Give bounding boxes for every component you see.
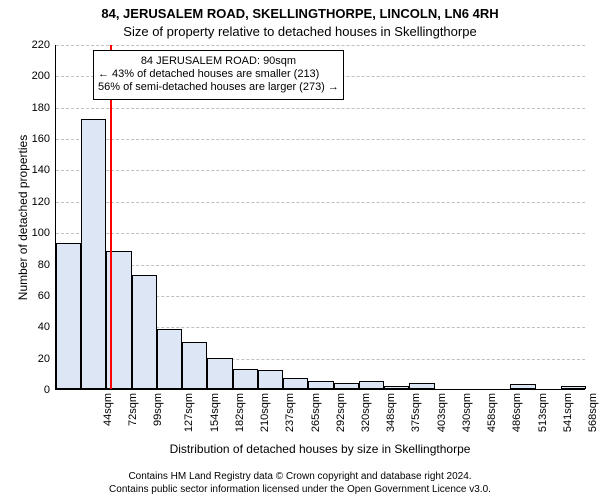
x-tick: 127sqm — [183, 393, 195, 432]
y-tick: 80 — [38, 259, 50, 271]
histogram-bar — [182, 342, 207, 389]
histogram-bar — [81, 119, 106, 389]
y-tick: 60 — [38, 290, 50, 302]
grid-line — [56, 202, 585, 203]
histogram-bar — [56, 243, 81, 389]
histogram-bar — [384, 386, 409, 389]
histogram-bar — [561, 386, 586, 389]
attribution-line-1: Contains HM Land Registry data © Crown c… — [0, 471, 600, 484]
y-tick: 180 — [32, 102, 50, 114]
histogram-bar — [233, 369, 258, 389]
y-tick: 220 — [32, 39, 50, 51]
y-tick: 0 — [44, 384, 50, 396]
y-axis-label: Number of detached properties — [16, 45, 30, 390]
x-tick: 72sqm — [127, 393, 139, 426]
y-tick: 200 — [32, 70, 50, 82]
y-tick: 100 — [32, 227, 50, 239]
histogram-bar — [359, 381, 384, 389]
x-tick: 541sqm — [562, 393, 574, 432]
x-tick: 486sqm — [512, 393, 524, 432]
x-tick: 320sqm — [360, 393, 372, 432]
y-tick: 40 — [38, 321, 50, 333]
histogram-bar — [409, 383, 434, 389]
y-tick: 120 — [32, 196, 50, 208]
histogram-bar — [207, 358, 232, 389]
x-tick: 403sqm — [436, 393, 448, 432]
histogram-bar — [334, 383, 359, 389]
x-tick: 568sqm — [587, 393, 599, 432]
histogram-bar — [510, 384, 535, 389]
x-tick: 210sqm — [259, 393, 271, 432]
x-tick: 99sqm — [152, 393, 164, 426]
x-tick: 458sqm — [486, 393, 498, 432]
y-tick: 20 — [38, 353, 50, 365]
histogram-bar — [283, 378, 308, 389]
x-tick: 44sqm — [102, 393, 114, 426]
histogram-bar — [258, 370, 283, 389]
grid-line — [56, 108, 585, 109]
y-tick: 160 — [32, 133, 50, 145]
chart-title-address: 84, JERUSALEM ROAD, SKELLINGTHORPE, LINC… — [0, 6, 600, 21]
annotation-line: 84 JERUSALEM ROAD: 90sqm — [98, 55, 339, 68]
grid-line — [56, 265, 585, 266]
x-tick: 348sqm — [385, 393, 397, 432]
x-tick: 292sqm — [335, 393, 347, 432]
y-tick: 140 — [32, 164, 50, 176]
annotation-box: 84 JERUSALEM ROAD: 90sqm← 43% of detache… — [93, 50, 344, 100]
annotation-line: ← 43% of detached houses are smaller (21… — [98, 68, 339, 81]
grid-line — [56, 139, 585, 140]
x-tick: 154sqm — [209, 393, 221, 432]
x-tick: 430sqm — [461, 393, 473, 432]
x-tick: 182sqm — [234, 393, 246, 432]
histogram-bar — [132, 275, 157, 389]
histogram-bar — [308, 381, 333, 389]
grid-line — [56, 45, 585, 46]
histogram-bar — [157, 329, 182, 389]
x-tick: 375sqm — [411, 393, 423, 432]
grid-line — [56, 233, 585, 234]
attribution-line-2: Contains public sector information licen… — [0, 484, 600, 497]
grid-line — [56, 170, 585, 171]
x-tick: 265sqm — [310, 393, 322, 432]
attribution-text: Contains HM Land Registry data © Crown c… — [0, 471, 600, 496]
x-tick: 513sqm — [537, 393, 549, 432]
x-tick: 237sqm — [284, 393, 296, 432]
x-axis-label: Distribution of detached houses by size … — [55, 442, 585, 456]
chart-subtitle: Size of property relative to detached ho… — [0, 24, 600, 39]
annotation-line: 56% of semi-detached houses are larger (… — [98, 81, 339, 94]
